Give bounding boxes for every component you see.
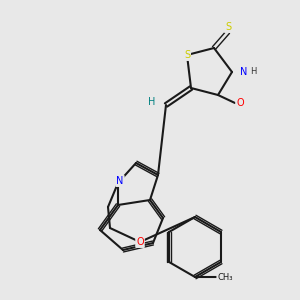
Text: H: H	[148, 97, 156, 107]
Text: CH₃: CH₃	[217, 272, 233, 281]
Text: S: S	[184, 50, 190, 60]
Text: N: N	[240, 67, 247, 77]
Text: O: O	[236, 98, 244, 108]
Text: N: N	[116, 176, 124, 186]
Text: H: H	[250, 68, 256, 76]
Text: O: O	[136, 237, 144, 247]
Text: S: S	[225, 22, 231, 32]
